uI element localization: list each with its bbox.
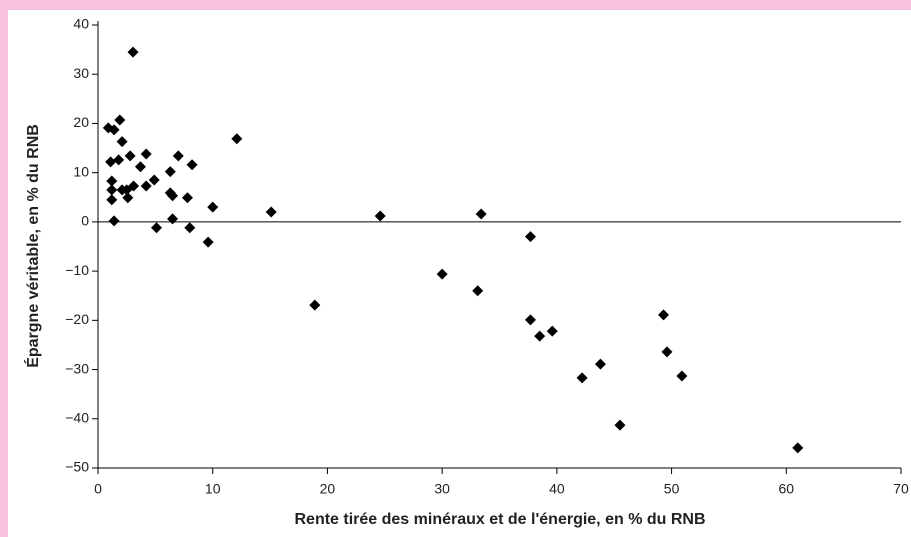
y-tick-label: −20 [65, 311, 89, 327]
point [374, 210, 386, 222]
point [167, 213, 179, 225]
point [186, 159, 198, 171]
point [172, 150, 184, 162]
point [148, 174, 160, 186]
point [661, 346, 673, 358]
y-tick-label: −10 [65, 262, 89, 278]
plot-background [8, 10, 911, 537]
x-tick-label: 70 [893, 481, 909, 497]
point [105, 156, 117, 168]
point [106, 175, 118, 187]
point [475, 208, 487, 220]
point [106, 194, 118, 206]
point [164, 166, 176, 178]
point [524, 231, 536, 243]
point [576, 372, 588, 384]
point [122, 192, 134, 204]
point [202, 236, 214, 248]
y-tick-label: 30 [73, 65, 89, 81]
point [108, 124, 120, 136]
point [546, 325, 558, 337]
x-tick-label: 60 [778, 481, 794, 497]
point [114, 114, 126, 126]
point [676, 370, 688, 382]
y-tick-label: −50 [65, 459, 89, 475]
point [184, 222, 196, 234]
point [658, 309, 670, 321]
point [127, 46, 139, 58]
point [113, 154, 125, 166]
point [106, 184, 118, 196]
point [167, 190, 179, 202]
point [614, 419, 626, 431]
point [124, 150, 136, 162]
y-tick-label: −40 [65, 409, 89, 425]
y-tick-label: 10 [73, 163, 89, 179]
point [265, 206, 277, 218]
x-tick-label: 20 [320, 481, 336, 497]
point [128, 180, 140, 192]
y-tick-label: 40 [73, 16, 89, 32]
point [140, 180, 152, 192]
point [134, 161, 146, 173]
x-tick-label: 0 [94, 481, 102, 497]
point [151, 222, 163, 234]
y-tick-label: 20 [73, 114, 89, 130]
point [231, 133, 243, 145]
point [534, 330, 546, 342]
x-tick-label: 30 [434, 481, 450, 497]
y-axis-label: Épargne véritable, en % du RNB [23, 124, 42, 368]
y-tick-label: −30 [65, 360, 89, 376]
point [436, 268, 448, 280]
point [140, 148, 152, 160]
x-axis-label: Rente tirée des minéraux et de l'énergie… [294, 511, 705, 528]
point [116, 136, 128, 148]
point [102, 122, 114, 134]
point [309, 299, 321, 311]
x-tick-label: 40 [549, 481, 565, 497]
point [472, 285, 484, 297]
point [524, 314, 536, 326]
point [792, 442, 804, 454]
x-tick-label: 50 [664, 481, 680, 497]
point [594, 358, 606, 370]
point [181, 192, 193, 204]
point [207, 201, 219, 213]
point [108, 215, 120, 227]
y-tick-label: 0 [81, 213, 89, 229]
x-tick-label: 10 [205, 481, 221, 497]
